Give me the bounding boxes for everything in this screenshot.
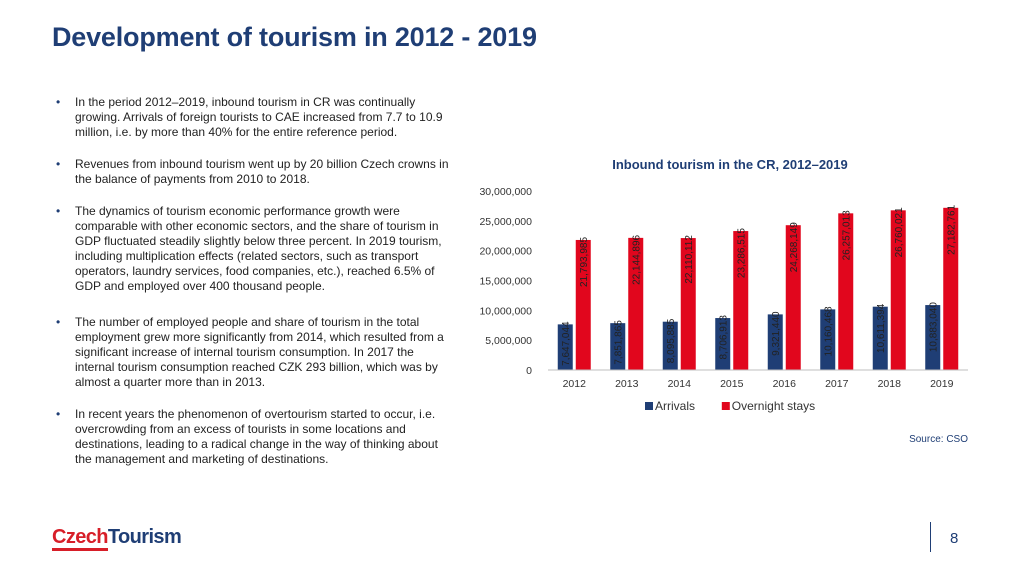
data-label-arrivals: 7,647,044 [561, 321, 572, 366]
bullet-list: • In the period 2012–2019, inbound touris… [56, 95, 456, 484]
logo-tourism: Tourism [107, 526, 182, 548]
data-label-overnight-stays: 21,793,985 [579, 237, 590, 287]
y-tick-label: 0 [526, 365, 532, 377]
page-number-divider [930, 522, 931, 552]
bullet-text: The dynamics of tourism economic perform… [75, 204, 442, 293]
bar-overnight-stays [575, 239, 591, 370]
bar-arrivals [715, 318, 731, 370]
x-tick-label: 2016 [773, 378, 797, 390]
bar-arrivals [610, 323, 626, 370]
y-tick-label: 20,000,000 [479, 246, 532, 258]
x-tick-label: 2017 [825, 378, 849, 390]
y-axis: 0 5,000,000 10,000,000 15,000,000 20,000,000… [479, 186, 532, 377]
bullet-icon: • [56, 315, 61, 329]
bullet-icon: • [56, 157, 61, 171]
x-tick-label: 2014 [668, 378, 692, 390]
x-tick-label: 2018 [878, 378, 902, 390]
bullet-item: • The number of employed people and share… [56, 315, 456, 390]
data-label-overnight-stays: 23,286,515 [737, 228, 748, 278]
y-tick-label: 15,000,000 [479, 276, 532, 288]
legend-label-arrivals: Arrivals [655, 399, 695, 413]
x-axis: 2012 2013 2014 2015 2016 2017 2018 2019 [548, 369, 968, 390]
y-tick-label: 25,000,000 [479, 216, 532, 228]
x-tick-label: 2012 [563, 378, 587, 390]
data-label-arrivals: 10,611,394 [876, 303, 887, 353]
logo-czech: Czech [52, 526, 109, 551]
bar-overnight-stays [785, 225, 801, 370]
x-tick-label: 2013 [615, 378, 639, 390]
legend-label-overnight-stays: Overnight stays [732, 399, 815, 413]
data-label-arrivals: 8,706,913 [719, 315, 730, 360]
bar-overnight-stays [943, 207, 959, 370]
bullet-icon: • [56, 204, 61, 218]
bullet-text: In the period 2012–2019, inbound tourism… [75, 95, 443, 139]
y-tick-label: 30,000,000 [479, 186, 532, 198]
bar-arrivals [925, 305, 941, 370]
bullet-text: In recent years the phenomenon of overto… [75, 407, 438, 466]
page-title: Development of tourism in 2012 - 2019 [52, 22, 537, 52]
bar-arrivals [767, 314, 783, 370]
bullet-text: Revenues from inbound tourism went up by… [75, 157, 449, 186]
data-label-overnight-stays: 26,257,013 [842, 210, 853, 260]
bullet-text: The number of employed people and share … [75, 315, 444, 389]
data-label-arrivals: 9,321,440 [771, 311, 782, 356]
bar-arrivals [872, 306, 888, 370]
data-label-arrivals: 8,095,885 [666, 318, 677, 363]
czechtourism-logo: CzechTourism [52, 526, 182, 551]
bullet-item: • In the period 2012–2019, inbound touris… [56, 95, 456, 140]
chart-title: Inbound tourism in the CR, 2012–2019 [612, 157, 848, 172]
page-number: 8 [950, 530, 959, 547]
source-note: Source: CSO [909, 434, 968, 445]
bar-arrivals [820, 309, 836, 370]
bar-chart: 0 5,000,000 10,000,000 15,000,000 20,000,000… [479, 186, 968, 413]
y-tick-label: 5,000,000 [485, 335, 532, 347]
data-label-arrivals: 10,160,468 [824, 306, 835, 356]
data-label-arrivals: 10,883,040 [929, 302, 940, 352]
bullet-item: • Revenues from inbound tourism went up b… [56, 157, 456, 187]
data-label-overnight-stays: 22,144,896 [632, 234, 643, 284]
data-label-arrivals: 7,851,865 [614, 320, 625, 365]
bar-overnight-stays [890, 210, 906, 370]
bar-overnight-stays [733, 231, 749, 370]
bar-overnight-stays [838, 213, 854, 370]
data-label-overnight-stays: 27,182,761 [947, 204, 958, 254]
bar-arrivals [662, 321, 678, 370]
legend-swatch-arrivals [645, 402, 653, 410]
x-tick-label: 2019 [930, 378, 954, 390]
data-label-overnight-stays: 24,268,149 [789, 222, 800, 272]
data-label-overnight-stays: 26,760,021 [894, 207, 905, 257]
bullet-icon: • [56, 407, 61, 421]
x-tick-label: 2015 [720, 378, 744, 390]
bar-overnight-stays [628, 237, 644, 370]
bar-overnight-stays [680, 238, 696, 370]
bullet-item: • The dynamics of tourism economic perfor… [56, 204, 456, 294]
bullet-icon: • [56, 95, 61, 109]
bullet-item: • In recent years the phenomenon of overt… [56, 407, 456, 467]
legend-swatch-overnight-stays [721, 402, 730, 410]
bars-group [557, 207, 959, 370]
bar-arrivals [557, 324, 573, 370]
bar-labels-group: 7,647,044 21,793,985 7,851,865 22,144,896 8,… [561, 204, 958, 365]
y-tick-label: 10,000,000 [479, 305, 532, 317]
data-label-overnight-stays: 22,110,112 [684, 235, 695, 284]
legend: Arrivals Overnight stays [645, 399, 815, 413]
